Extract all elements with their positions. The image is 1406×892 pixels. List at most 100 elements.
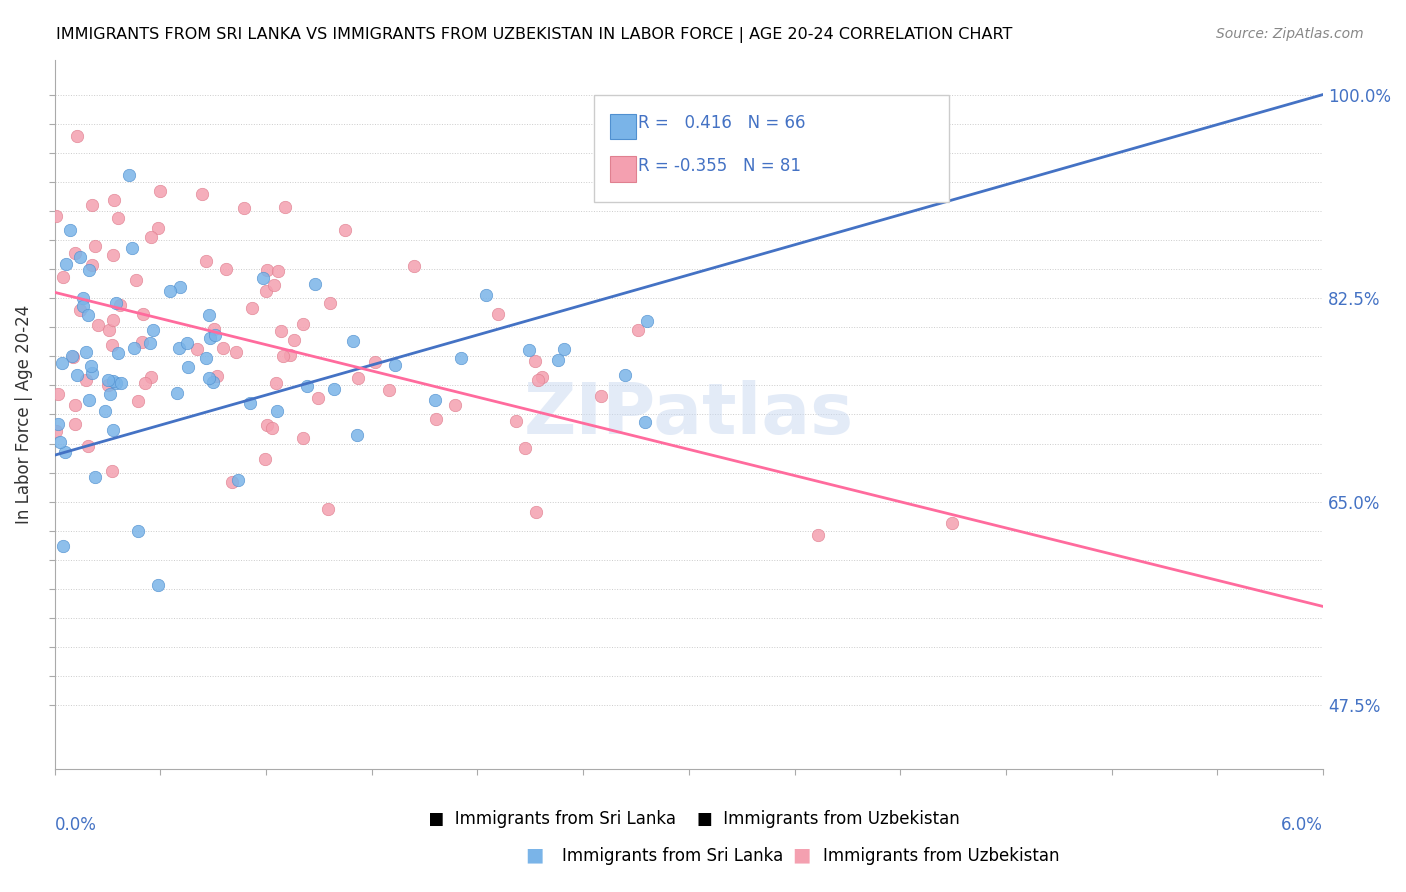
Point: [45, 424, 67, 438]
Point: [176, 336, 198, 351]
Point: [531, 370, 554, 384]
Point: [87, 318, 110, 333]
Point: [195, 253, 218, 268]
Point: [524, 505, 547, 519]
Point: [131, 334, 153, 349]
Point: [53, 445, 76, 459]
Point: [118, 168, 141, 182]
Text: 6.0%: 6.0%: [1281, 816, 1323, 834]
Point: [363, 355, 385, 369]
Point: [75, 374, 97, 388]
Point: [198, 331, 221, 345]
Point: [342, 334, 364, 348]
Text: R = -0.355   N = 81: R = -0.355 N = 81: [638, 157, 801, 175]
Text: Immigrants from Sri Lanka: Immigrants from Sri Lanka: [562, 847, 783, 864]
Point: [80, 359, 103, 374]
Point: [450, 351, 472, 365]
Point: [252, 271, 274, 285]
Point: [97, 373, 120, 387]
Point: [139, 336, 162, 351]
Point: [75, 345, 97, 359]
Point: [221, 475, 243, 489]
Point: [198, 308, 221, 322]
Point: [72, 299, 94, 313]
Point: [103, 194, 125, 208]
Point: [101, 313, 124, 327]
Point: [159, 284, 181, 298]
Point: [270, 324, 292, 338]
Text: ■: ■: [524, 846, 544, 864]
Point: [295, 379, 318, 393]
Point: [333, 223, 356, 237]
Point: [256, 417, 278, 432]
Point: [45, 209, 67, 223]
Point: [515, 441, 537, 455]
Point: [69, 250, 91, 264]
Point: [378, 383, 401, 397]
Point: [65, 368, 87, 382]
Point: [197, 371, 219, 385]
Point: [134, 376, 156, 390]
Point: [52, 270, 75, 285]
Point: [205, 369, 228, 384]
Point: [636, 314, 658, 328]
Point: [260, 421, 283, 435]
Point: [122, 342, 145, 356]
Point: [524, 353, 547, 368]
Point: [101, 338, 124, 352]
Point: [254, 451, 277, 466]
Point: [613, 368, 636, 383]
Point: [166, 386, 188, 401]
Point: [263, 277, 285, 292]
Point: [60, 349, 83, 363]
Point: [941, 516, 963, 530]
Point: [52, 539, 75, 553]
Point: [211, 341, 233, 355]
Point: [346, 371, 368, 385]
Point: [62, 350, 84, 364]
Text: Immigrants from Uzbekistan: Immigrants from Uzbekistan: [823, 847, 1059, 864]
Point: [177, 360, 200, 375]
Point: [127, 524, 149, 538]
Point: [83, 470, 105, 484]
Point: [141, 369, 163, 384]
Point: [264, 376, 287, 391]
Point: [271, 349, 294, 363]
Point: [80, 198, 103, 212]
Text: 0.0%: 0.0%: [55, 816, 97, 834]
Point: [547, 353, 569, 368]
Point: [125, 273, 148, 287]
FancyBboxPatch shape: [593, 95, 949, 202]
Point: [84, 238, 107, 252]
Point: [141, 229, 163, 244]
Point: [316, 501, 339, 516]
Point: [108, 298, 131, 312]
Point: [256, 262, 278, 277]
Point: [69, 302, 91, 317]
Point: [76, 439, 98, 453]
Text: IMMIGRANTS FROM SRI LANKA VS IMMIGRANTS FROM UZBEKISTAN IN LABOR FORCE | AGE 20-: IMMIGRANTS FROM SRI LANKA VS IMMIGRANTS …: [56, 27, 1012, 43]
Point: [292, 317, 315, 331]
Point: [215, 262, 238, 277]
Text: ■  Immigrants from Sri Lanka    ■  Immigrants from Uzbekistan: ■ Immigrants from Sri Lanka ■ Immigrants…: [418, 810, 960, 828]
Point: [77, 263, 100, 277]
Point: [201, 375, 224, 389]
Point: [307, 391, 329, 405]
Point: [132, 307, 155, 321]
Point: [474, 288, 496, 302]
Point: [425, 392, 447, 407]
Point: [94, 403, 117, 417]
Point: [77, 392, 100, 407]
Point: [101, 248, 124, 262]
Point: [121, 241, 143, 255]
Point: [634, 415, 657, 429]
Point: [266, 404, 288, 418]
Point: [238, 395, 260, 409]
Point: [101, 464, 124, 478]
Point: [77, 308, 100, 322]
Point: [195, 351, 218, 365]
Point: [517, 343, 540, 357]
Point: [807, 528, 830, 542]
Point: [186, 342, 208, 356]
Point: [191, 186, 214, 201]
